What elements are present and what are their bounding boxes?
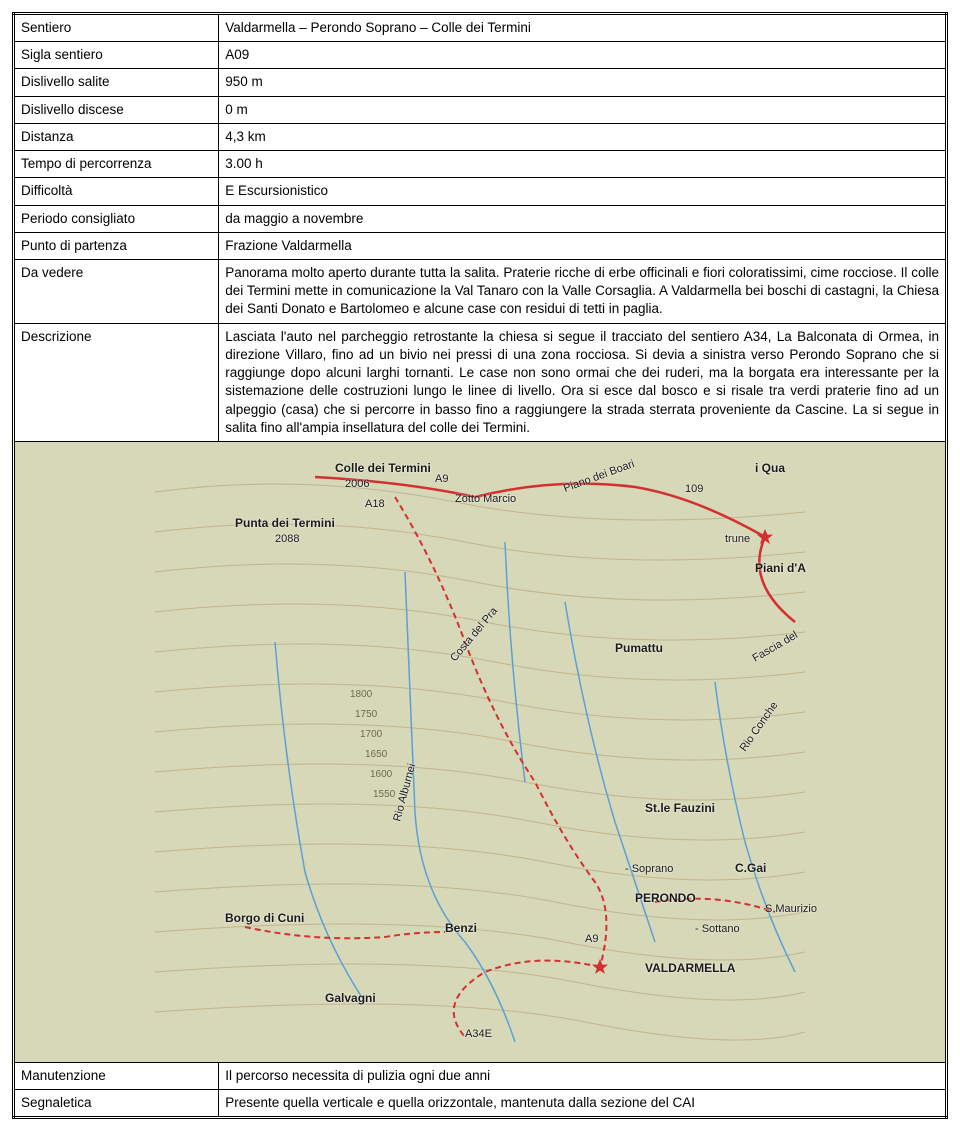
svg-text:Punta dei Termini: Punta dei Termini: [235, 516, 335, 530]
row-periodo: Periodo consigliato da maggio a novembre: [14, 205, 947, 232]
svg-text:Piani d'A: Piani d'A: [755, 561, 806, 575]
svg-text:1600: 1600: [370, 769, 393, 780]
value-discese: 0 m: [219, 96, 947, 123]
label-descrizione: Descrizione: [14, 323, 219, 441]
svg-text:- Soprano: - Soprano: [625, 863, 673, 875]
row-partenza: Punto di partenza Frazione Valdarmella: [14, 232, 947, 259]
svg-text:1800: 1800: [350, 689, 373, 700]
value-davedere: Panorama molto aperto durante tutta la s…: [219, 259, 947, 323]
row-manutenzione: Manutenzione Il percorso necessita di pu…: [14, 1062, 947, 1089]
svg-text:A9: A9: [585, 933, 598, 945]
svg-text:PERONDO: PERONDO: [635, 891, 696, 905]
svg-text:Borgo di Cuni: Borgo di Cuni: [225, 911, 304, 925]
svg-text:Colle dei Termini: Colle dei Termini: [335, 461, 431, 475]
label-sentiero: Sentiero: [14, 14, 219, 42]
trail-map: 1800 1750 1700 1650 1600 1550 Colle dei Termin…: [14, 441, 947, 1062]
row-descrizione: Descrizione Lasciata l'auto nel parchegg…: [14, 323, 947, 441]
label-discese: Dislivello discese: [14, 96, 219, 123]
label-davedere: Da vedere: [14, 259, 219, 323]
label-distanza: Distanza: [14, 123, 219, 150]
row-salite: Dislivello salite 950 m: [14, 69, 947, 96]
label-difficolta: Difficoltà: [14, 178, 219, 205]
svg-text:i Qua: i Qua: [755, 461, 785, 475]
value-distanza: 4,3 km: [219, 123, 947, 150]
value-periodo: da maggio a novembre: [219, 205, 947, 232]
label-periodo: Periodo consigliato: [14, 205, 219, 232]
svg-text:Benzi: Benzi: [445, 921, 477, 935]
svg-text:trune: trune: [725, 533, 750, 545]
label-segnaletica: Segnaletica: [14, 1090, 219, 1118]
svg-text:1750: 1750: [355, 709, 378, 720]
value-sentiero: Valdarmella – Perondo Soprano – Colle de…: [219, 14, 947, 42]
svg-text:C.Gai: C.Gai: [735, 861, 766, 875]
value-descrizione: Lasciata l'auto nel parcheggio retrostan…: [219, 323, 947, 441]
label-salite: Dislivello salite: [14, 69, 219, 96]
label-manutenzione: Manutenzione: [14, 1062, 219, 1089]
svg-text:VALDARMELLA: VALDARMELLA: [645, 961, 736, 975]
row-distanza: Distanza 4,3 km: [14, 123, 947, 150]
value-partenza: Frazione Valdarmella: [219, 232, 947, 259]
trail-info-table: Sentiero Valdarmella – Perondo Soprano –…: [12, 12, 948, 1119]
row-difficolta: Difficoltà E Escursionistico: [14, 178, 947, 205]
value-manutenzione: Il percorso necessita di pulizia ogni du…: [219, 1062, 947, 1089]
row-tempo: Tempo di percorrenza 3.00 h: [14, 151, 947, 178]
svg-text:Galvagni: Galvagni: [325, 991, 376, 1005]
svg-text:A18: A18: [365, 498, 385, 510]
svg-text:109: 109: [685, 483, 703, 495]
row-davedere: Da vedere Panorama molto aperto durante …: [14, 259, 947, 323]
label-sigla: Sigla sentiero: [14, 42, 219, 69]
row-map: 1800 1750 1700 1650 1600 1550 Colle dei Termin…: [14, 441, 947, 1062]
value-tempo: 3.00 h: [219, 151, 947, 178]
row-discese: Dislivello discese 0 m: [14, 96, 947, 123]
svg-text:S.Maurizio: S.Maurizio: [765, 903, 817, 915]
svg-text:A9: A9: [435, 473, 448, 485]
row-segnaletica: Segnaletica Presente quella verticale e …: [14, 1090, 947, 1118]
map-svg: 1800 1750 1700 1650 1600 1550 Colle dei Termin…: [15, 442, 945, 1062]
svg-text:1550: 1550: [373, 789, 396, 800]
svg-text:Zotto Marcio: Zotto Marcio: [455, 493, 516, 505]
value-difficolta: E Escursionistico: [219, 178, 947, 205]
svg-text:Pumattu: Pumattu: [615, 641, 663, 655]
svg-text:1650: 1650: [365, 749, 388, 760]
value-sigla: A09: [219, 42, 947, 69]
row-sentiero: Sentiero Valdarmella – Perondo Soprano –…: [14, 14, 947, 42]
label-partenza: Punto di partenza: [14, 232, 219, 259]
svg-text:2006: 2006: [345, 478, 369, 490]
svg-text:2088: 2088: [275, 533, 299, 545]
svg-text:A34E: A34E: [465, 1028, 492, 1040]
svg-text:- Sottano: - Sottano: [695, 923, 740, 935]
svg-text:1700: 1700: [360, 729, 383, 740]
svg-text:St.le Fauzini: St.le Fauzini: [645, 801, 715, 815]
value-segnaletica: Presente quella verticale e quella orizz…: [219, 1090, 947, 1118]
value-salite: 950 m: [219, 69, 947, 96]
row-sigla: Sigla sentiero A09: [14, 42, 947, 69]
label-tempo: Tempo di percorrenza: [14, 151, 219, 178]
